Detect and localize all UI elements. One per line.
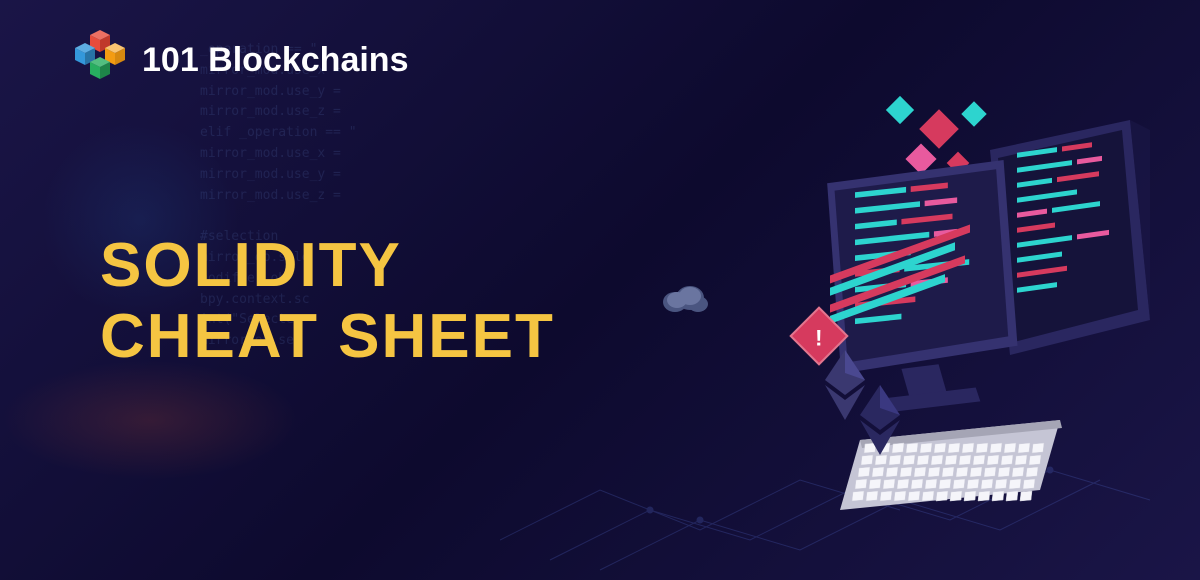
- computer-illustration: [570, 80, 1170, 560]
- ethereum-diamonds: [820, 345, 910, 470]
- main-title: SOLIDITY CHEAT SHEET: [100, 230, 555, 373]
- cloud-icon: [660, 280, 710, 315]
- title-line-2: CHEAT SHEET: [100, 302, 555, 371]
- float-square: [919, 109, 959, 149]
- logo-area: 101 Blockchains: [70, 30, 408, 90]
- float-square: [886, 96, 914, 124]
- logo-text: 101 Blockchains: [142, 41, 408, 80]
- logo-cubes-icon: [70, 30, 130, 90]
- title-line-1: SOLIDITY: [100, 231, 402, 300]
